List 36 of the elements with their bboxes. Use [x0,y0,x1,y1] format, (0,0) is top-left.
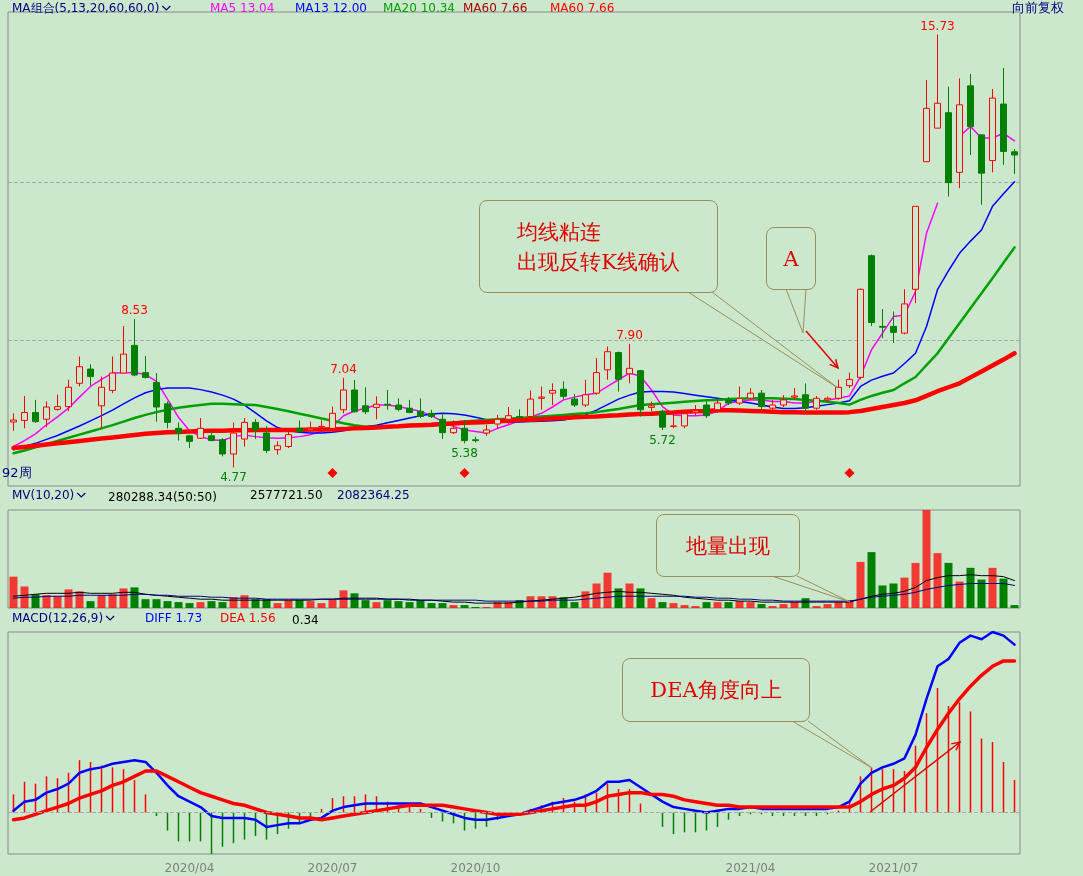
callout-box: 均线粘连出现反转K线确认 [479,200,718,293]
annotation: MA60 7.66 [463,1,528,15]
annotation: 5.72 [649,432,676,447]
text: 2577721.50 [250,488,323,502]
annotation: 92周 [2,465,32,480]
chart-title: MACD(12,26,9) [12,611,104,625]
annotation: 7.90 [616,327,643,342]
annotation: DEA角度向上 [650,677,782,704]
annotation: 15.73 [920,18,955,33]
callout-box: A [766,227,816,290]
callout-box: 地量出现 [656,514,800,577]
callout-box: DEA角度向上 [622,658,810,722]
annotation: A [783,245,799,273]
text: MA13 12.00 [295,1,367,15]
annotation: 7.04 [330,361,357,376]
text: 2082364.25 [337,488,410,502]
annotation: 地量出现 [686,532,770,560]
x-tick-label: 2020/10 [450,861,501,875]
text: MA5 13.04 [210,1,275,15]
annotation: 均线粘连出现反转K线确认 [517,218,680,276]
annotation: 5.38 [451,446,478,461]
x-tick-label: 2021/07 [868,861,919,875]
text: DEA 1.56 [220,611,276,625]
annotation: 8.53 [121,302,148,317]
chart-title: MV(10,20) [12,488,75,502]
x-tick-label: 2021/04 [725,861,776,875]
annotation: 向前复权 [1012,0,1064,15]
text: 280288.34(50:50) [108,490,217,504]
text: 0.34 [292,613,319,627]
annotation: 4.77 [220,470,247,485]
chart-title: MA组合(5,13,20,60,60,0) [12,1,160,15]
text: MA60 7.66 [550,1,615,15]
x-tick-label: 2020/07 [307,861,358,875]
text: MA20 10.34 [383,1,455,15]
x-tick-label: 2020/04 [164,861,215,875]
text: DIFF 1.73 [145,611,203,625]
